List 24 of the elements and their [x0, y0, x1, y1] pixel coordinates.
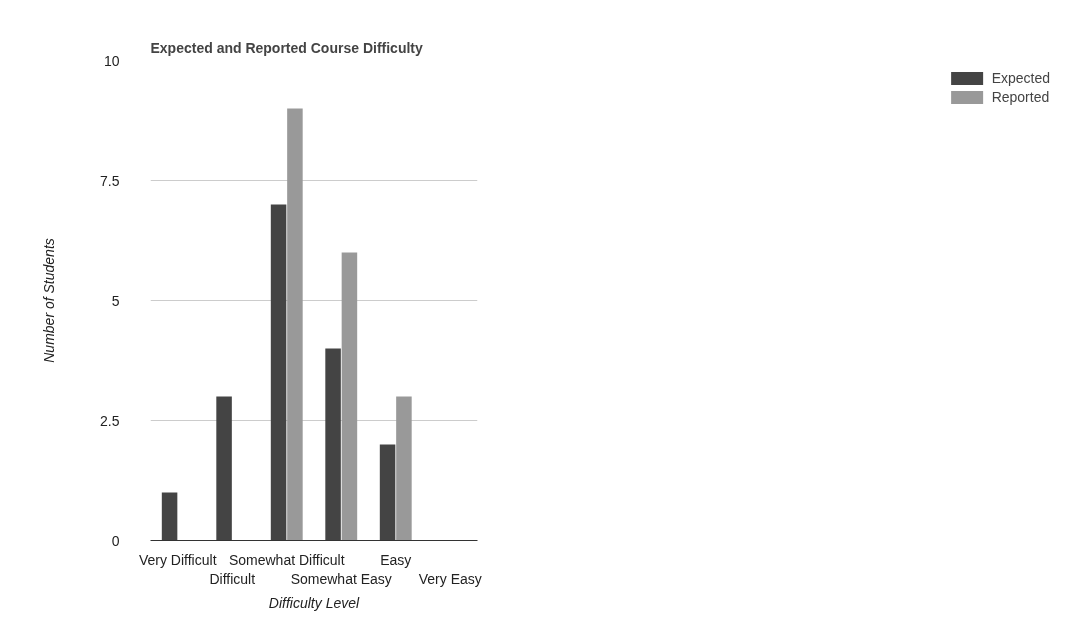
bar [341, 252, 358, 541]
bar [325, 348, 341, 541]
x-tick-label: Somewhat Difficult [228, 551, 345, 568]
bar [396, 396, 412, 541]
x-axis-title: Difficulty Level [268, 594, 361, 611]
y-tick-label: 5 [111, 292, 120, 309]
legend-label: Expected [991, 70, 1050, 86]
bar [216, 396, 232, 541]
y-tick-label: 7.5 [100, 172, 120, 189]
x-tick-label: Very Difficult [138, 551, 217, 568]
bar [270, 204, 287, 541]
legend-label: Reported [991, 89, 1050, 105]
bar [379, 444, 396, 541]
y-tick-label: 10 [103, 52, 120, 69]
y-axis-title: Number of Students [41, 238, 58, 363]
y-tick-label: 0 [111, 532, 120, 549]
chart-title: Expected and Reported Course Difficulty [150, 39, 423, 56]
y-tick-label: 2.5 [100, 412, 120, 429]
bar [161, 492, 178, 541]
x-tick-label: Somewhat Easy [290, 570, 392, 587]
bar [287, 108, 303, 541]
x-tick-label: Difficult [209, 570, 256, 587]
x-tick-label: Easy [380, 551, 412, 568]
x-tick-label: Very Easy [418, 570, 482, 587]
